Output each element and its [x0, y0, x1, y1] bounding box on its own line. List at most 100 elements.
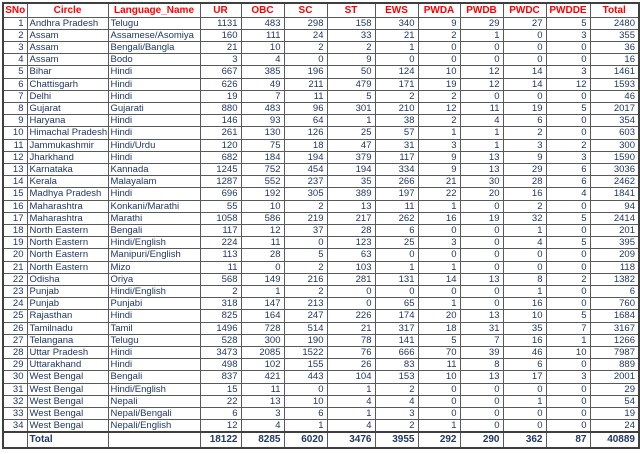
- table-cell-pwdb: 0: [459, 382, 504, 396]
- table-cell-total: 36: [589, 40, 640, 55]
- table-row: 25 Rajasthan Hindi 825 164 247 226 174 20 13 10 5 16…: [2, 309, 640, 323]
- table-cell-total: 1266: [589, 333, 640, 347]
- table-cell-sc: 155: [283, 358, 328, 372]
- table-cell-st: 389: [326, 187, 376, 201]
- table-cell-ews: 25: [374, 236, 419, 250]
- table-cell-sc: 5: [283, 248, 328, 262]
- table-cell-circle: Assam: [26, 40, 109, 55]
- table-cell-sc: 190: [283, 333, 328, 347]
- table-cell-pwdde: 2: [545, 272, 591, 286]
- table-cell-circle: North Eastern: [26, 248, 109, 262]
- table-cell-pwdde: 0: [545, 199, 591, 213]
- table-cell-sc: 10: [283, 394, 328, 409]
- table-cell-pwda: 292: [417, 431, 461, 449]
- table-cell-ews: 317: [374, 321, 419, 335]
- table-cell-sc: 247: [283, 309, 328, 323]
- table-cell-language-name: Gujarati: [107, 101, 201, 116]
- table-cell-ews: 3: [374, 406, 419, 421]
- table-cell-sno: 13: [2, 162, 28, 177]
- table-cell-sno: 8: [2, 101, 28, 116]
- table-row: 16 Maharashtra Konkani/Marathi 55 10 2 13 11 1 0 2…: [2, 199, 640, 213]
- table-cell-sc: 211: [283, 77, 328, 91]
- table-cell-ur: 3: [199, 53, 242, 67]
- table-cell-language-name: Hindi: [107, 345, 201, 360]
- table-cell-sno: 18: [2, 223, 28, 238]
- table-cell-obc: 11: [240, 382, 285, 396]
- table-cell-circle: Kerala: [26, 175, 109, 189]
- table-cell-pwdc: 3: [502, 138, 547, 152]
- table-cell-pwdb: 0: [459, 236, 504, 250]
- table-cell-pwdde: 12: [545, 77, 591, 91]
- table-cell-st: 1: [326, 406, 376, 421]
- table-cell-pwda: 16: [417, 211, 461, 225]
- table-cell-pwdc: 0: [502, 53, 547, 67]
- table-cell-language-name: Hindi: [107, 89, 201, 103]
- table-cell-pwdc: 2: [502, 199, 547, 213]
- table-cell-language-name: Hindi: [107, 126, 201, 140]
- table-cell-pwdde: 2: [545, 138, 591, 152]
- table-cell-total: 46: [589, 89, 640, 103]
- table-cell-ews: 131: [374, 272, 419, 286]
- table-cell-pwda: 9: [417, 150, 461, 164]
- table-cell-total: 54: [589, 394, 640, 409]
- table-cell-sno: 14: [2, 175, 28, 189]
- table-cell-pwdde: 0: [545, 394, 591, 409]
- table-cell-circle: North Eastern: [26, 260, 109, 274]
- table-cell-total: 2462: [589, 175, 640, 189]
- table-cell-total: 603: [589, 126, 640, 140]
- table-cell-pwdb: 0: [459, 248, 504, 262]
- table-cell-language-name: Bodo: [107, 53, 201, 67]
- table-cell-pwda: 0: [417, 406, 461, 421]
- table-cell-pwda: 1: [417, 260, 461, 274]
- table-cell-sc: 0: [283, 236, 328, 250]
- table-cell-sc: 0: [283, 53, 328, 67]
- table-cell-sno: 6: [2, 77, 28, 91]
- table-cell-pwda: 0: [417, 248, 461, 262]
- table-cell-language-name: Nepali/Bengali: [107, 406, 201, 421]
- table-cell-pwda: 11: [417, 358, 461, 372]
- table-cell-obc: 10: [240, 199, 285, 213]
- table-cell-obc: 552: [240, 175, 285, 189]
- table-cell-ur: 18122: [199, 431, 242, 449]
- table-cell-ur: 55: [199, 199, 242, 213]
- table-cell-pwda: 3: [417, 236, 461, 250]
- table-cell-sno: [2, 431, 28, 449]
- table-cell-st: 4: [326, 419, 376, 433]
- table-cell-pwdb: 0: [459, 297, 504, 311]
- table-cell-pwdde: 0: [545, 284, 591, 299]
- table-cell-ews: 210: [374, 101, 419, 116]
- table-cell-sc: 514: [283, 321, 328, 335]
- table-cell-ur: 318: [199, 297, 242, 311]
- table-cell-ur: 880: [199, 101, 242, 116]
- table-cell-circle: Gujarat: [26, 101, 109, 116]
- table-cell-sc: 2: [283, 40, 328, 55]
- table-cell-st: 13: [326, 199, 376, 213]
- table-cell-sno: 27: [2, 333, 28, 347]
- table-cell-ews: 4: [374, 394, 419, 409]
- table-cell-pwda: 20: [417, 309, 461, 323]
- table-cell-pwdb: 13: [459, 162, 504, 177]
- table-cell-ews: 124: [374, 65, 419, 79]
- table-cell-st: 379: [326, 150, 376, 164]
- table-cell-circle: Bihar: [26, 65, 109, 79]
- table-cell-obc: 93: [240, 114, 285, 128]
- table-cell-circle: Assam: [26, 53, 109, 67]
- table-cell-pwdc: 17: [502, 370, 547, 384]
- table-cell-sc: 213: [283, 297, 328, 311]
- table-cell-pwdb: 39: [459, 345, 504, 360]
- table-cell-ur: 528: [199, 333, 242, 347]
- table-cell-total: 16: [589, 53, 640, 67]
- column-header-ur: UR: [199, 2, 242, 18]
- table-row: 29 Uttarakhand Hindi 498 102 155 26 83 11 8 6 0 889: [2, 358, 640, 372]
- table-cell-st: 0: [326, 297, 376, 311]
- table-cell-ews: 171: [374, 77, 419, 91]
- table-cell-ur: 11: [199, 260, 242, 274]
- table-cell-pwdb: 29: [459, 16, 504, 30]
- table-cell-total: 209: [589, 248, 640, 262]
- table-cell-pwdb: 0: [459, 419, 504, 433]
- table-cell-circle: Maharashtra: [26, 199, 109, 213]
- table-cell-pwda: 18: [417, 321, 461, 335]
- table-cell-st: 226: [326, 309, 376, 323]
- table-row: 27 Telangana Telugu 528 300 190 78 141 5 7 16 1 1266: [2, 333, 640, 347]
- table-cell-total: 2414: [589, 211, 640, 225]
